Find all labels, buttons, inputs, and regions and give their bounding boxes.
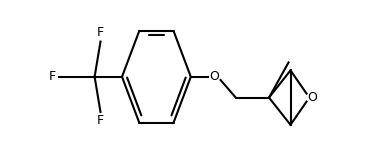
Text: O: O [209,70,219,83]
Text: O: O [307,91,317,104]
Text: F: F [97,26,104,39]
Text: F: F [49,70,56,83]
Text: F: F [97,114,104,127]
